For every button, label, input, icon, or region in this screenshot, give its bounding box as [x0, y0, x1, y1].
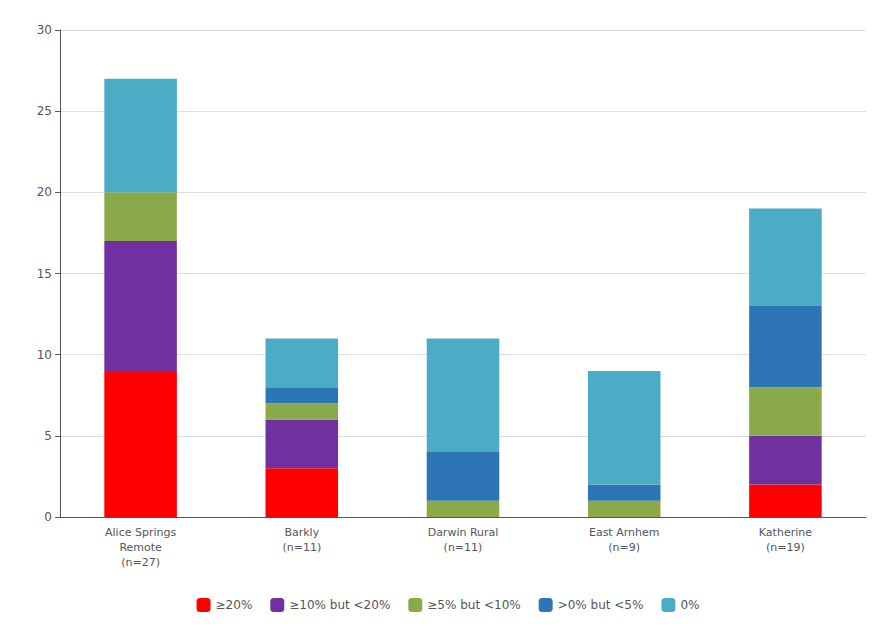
svg-text:(n=9): (n=9)	[608, 541, 640, 554]
svg-text:>0% but <5%: >0% but <5%	[558, 598, 644, 612]
svg-text:30: 30	[37, 23, 52, 37]
svg-text:0: 0	[44, 510, 52, 524]
svg-text:20: 20	[37, 185, 52, 199]
svg-text:15: 15	[37, 267, 52, 281]
svg-text:0%: 0%	[680, 598, 699, 612]
svg-text:5: 5	[44, 429, 52, 443]
svg-text:10: 10	[37, 348, 52, 362]
svg-text:Alice Springs: Alice Springs	[105, 526, 176, 539]
svg-text:(n=27): (n=27)	[121, 556, 160, 569]
svg-text:≥5% but <10%: ≥5% but <10%	[427, 598, 520, 612]
svg-text:25: 25	[37, 104, 52, 118]
svg-text:Darwin Rural: Darwin Rural	[428, 526, 499, 539]
svg-text:Katherine: Katherine	[759, 526, 812, 539]
svg-text:Barkly: Barkly	[284, 526, 319, 539]
svg-text:(n=11): (n=11)	[444, 541, 483, 554]
svg-text:≥20%: ≥20%	[216, 598, 253, 612]
svg-text:(n=11): (n=11)	[282, 541, 321, 554]
svg-text:(n=19): (n=19)	[766, 541, 805, 554]
svg-text:East Arnhem: East Arnhem	[589, 526, 660, 539]
svg-text:Remote: Remote	[119, 541, 162, 554]
svg-text:≥10% but <20%: ≥10% but <20%	[289, 598, 390, 612]
